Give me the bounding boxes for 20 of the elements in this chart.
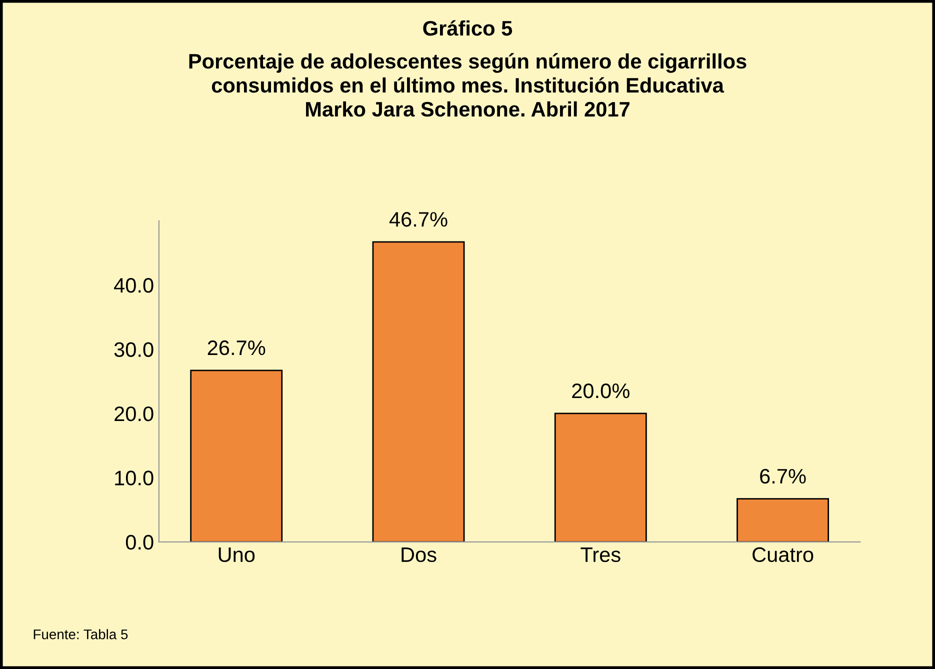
y-tick-label: 20.0	[114, 406, 154, 422]
x-tick-label: Tres	[580, 548, 620, 562]
data-label: 46.7%	[389, 212, 448, 227]
data-label: 20.0%	[572, 383, 630, 398]
chart-subtitle: Porcentaje de adolescentes según número de cigarrillos consumidos en el último mes. Institución Educativa Marko Jara Schenone. Abril 2017	[189, 53, 746, 117]
bar	[736, 498, 830, 542]
y-tick-label: 40.0	[114, 278, 154, 293]
x-tick-label: Cuatro	[752, 547, 814, 562]
x-tick-label: Dos	[402, 548, 436, 562]
data-label: 6.7%	[760, 468, 806, 484]
y-tick-label: 10.0	[115, 470, 154, 486]
chart-title: Gráfico 5	[423, 20, 512, 36]
data-label: 26.7%	[208, 340, 266, 356]
bar	[554, 412, 647, 542]
source-note: Fuente: Tabla 5	[34, 629, 128, 640]
y-tick-label: 0.0	[126, 534, 154, 550]
bar	[372, 241, 465, 542]
bar	[190, 370, 283, 542]
y-tick-label: 30.0	[114, 342, 154, 357]
x-tick-label: Uno	[218, 548, 255, 562]
